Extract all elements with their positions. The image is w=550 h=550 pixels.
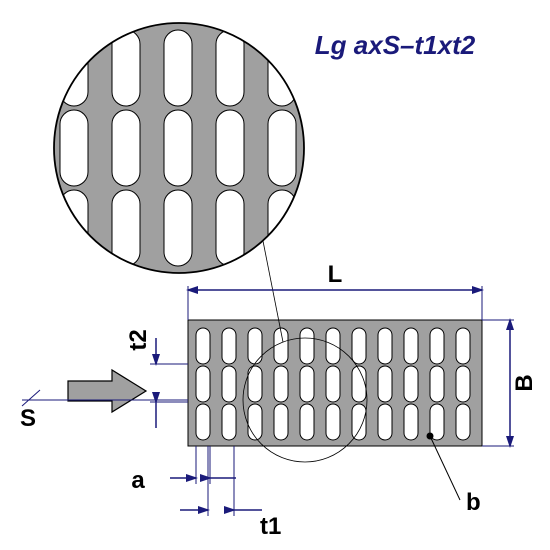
perforated-sheet <box>188 320 482 446</box>
dim-label-t2: t2 <box>125 329 152 350</box>
dim-label-t1: t1 <box>260 513 281 540</box>
dim-label-L: L <box>328 261 343 288</box>
dim-label-a: a <box>131 467 145 494</box>
dim-label-b: b <box>466 489 481 516</box>
dim-label-B: B <box>511 374 538 391</box>
direction-arrow-icon <box>68 370 146 412</box>
title-text: Lg axS–t1xt2 <box>315 30 476 60</box>
dim-label-S: S <box>20 405 36 432</box>
